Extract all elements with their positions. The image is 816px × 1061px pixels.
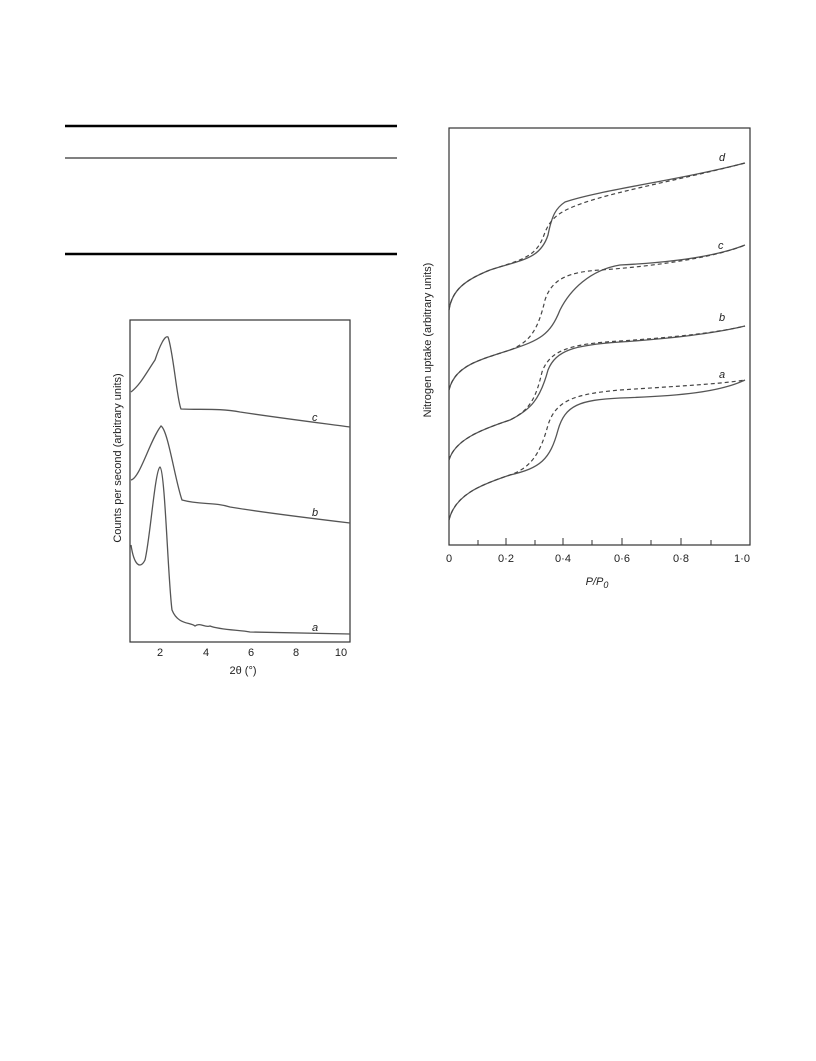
curve-label: a	[719, 369, 725, 381]
x-tick-label: 0·4	[555, 553, 571, 565]
curve-dashed	[448, 162, 746, 311]
left-figure: c b a 2 4 6 8 10 2θ (°) Counts per secon…	[112, 319, 351, 677]
y-axis-label: Nitrogen uptake (arbitrary units)	[422, 263, 434, 418]
curve-label: c	[718, 240, 724, 252]
curve	[130, 466, 351, 635]
plot-frame	[129, 319, 351, 643]
curve-label: b	[312, 507, 318, 519]
x-axis-label: P/P0	[586, 576, 609, 590]
x-tick-label: 2	[157, 647, 163, 659]
curve	[448, 325, 746, 461]
x-tick-label: 8	[293, 647, 299, 659]
x-tick-label: 6	[248, 647, 254, 659]
curve-label: a	[312, 622, 318, 634]
curve	[130, 425, 351, 524]
curve-dashed	[448, 244, 746, 391]
plot-frame	[448, 127, 751, 546]
curve-label: c	[312, 412, 318, 424]
x-tick-label: 4	[203, 647, 209, 659]
x-tick-label: 10	[335, 647, 347, 659]
curve-label: b	[719, 312, 725, 324]
x-tick-label: 0·2	[498, 553, 514, 565]
curve-dashed	[448, 379, 746, 521]
x-axis-label-sub: 0	[603, 580, 608, 590]
right-figure: d c b a 0 0·2 0·4 0·6 0·8 1·0 P/P0 Nitro…	[422, 127, 751, 590]
curve	[448, 244, 746, 391]
curve-label: d	[719, 152, 726, 164]
curve-dashed	[448, 325, 746, 461]
y-axis-label: Counts per second (arbitrary units)	[112, 373, 124, 542]
x-tick-label: 0	[446, 553, 452, 565]
curve	[448, 379, 746, 521]
x-tick-label: 0·6	[614, 553, 630, 565]
x-axis-label-main: P/P	[586, 576, 604, 588]
x-tick-label: 1·0	[734, 553, 750, 565]
x-axis-label: 2θ (°)	[229, 665, 256, 677]
curve	[448, 162, 746, 311]
x-ticks	[477, 538, 712, 545]
x-tick-label: 0·8	[673, 553, 689, 565]
curve	[130, 336, 351, 428]
